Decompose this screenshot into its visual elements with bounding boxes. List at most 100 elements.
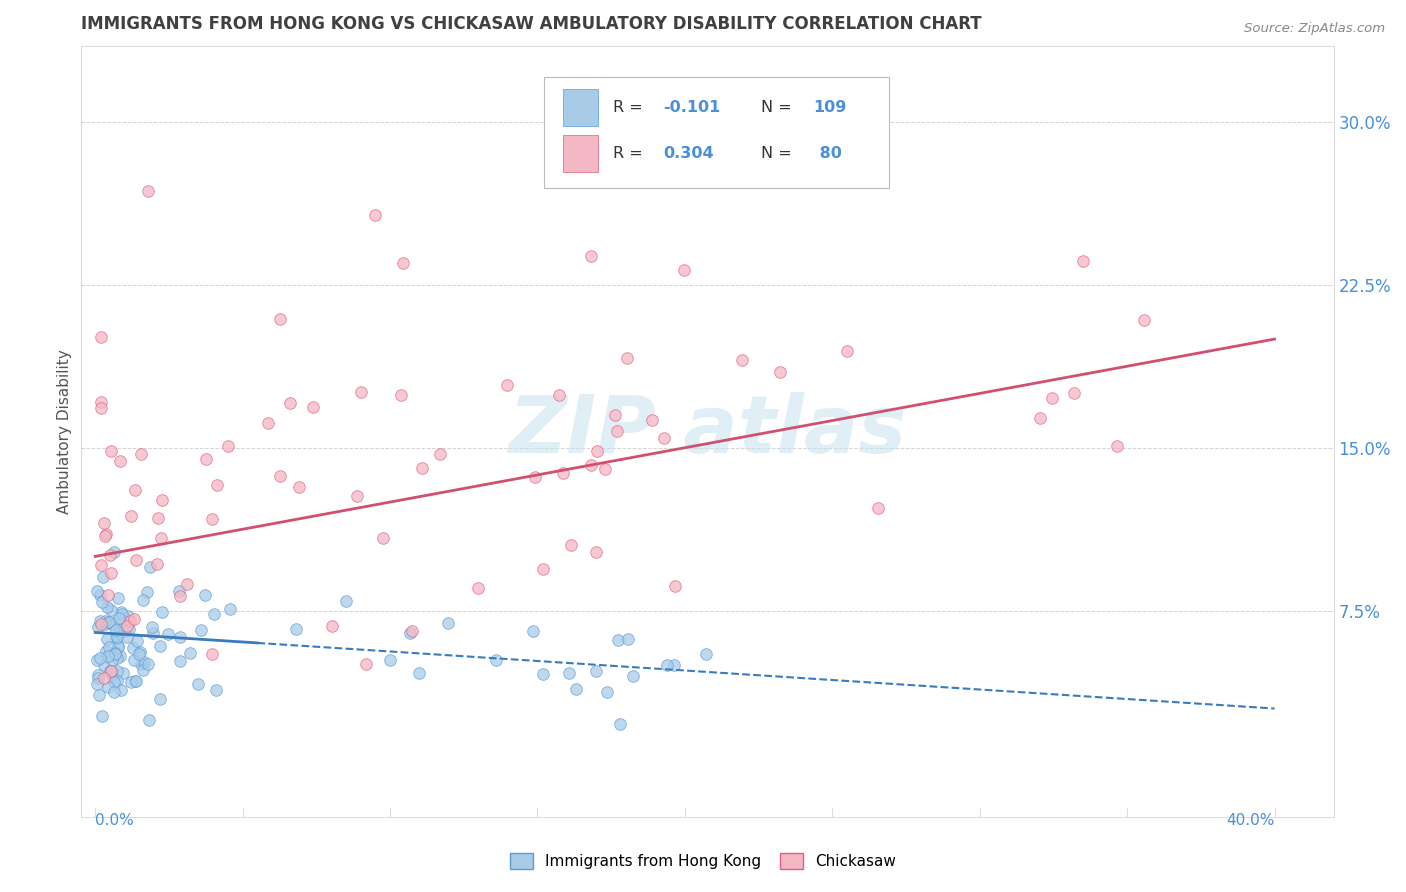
Point bbox=[110, 682, 132, 697]
Point bbox=[205, 683, 228, 698]
Point bbox=[98, 548, 121, 562]
Point bbox=[100, 664, 122, 678]
Point bbox=[105, 674, 128, 689]
Point bbox=[585, 545, 607, 559]
Point bbox=[129, 447, 152, 461]
Point bbox=[93, 657, 115, 672]
Point bbox=[100, 443, 122, 458]
Point bbox=[551, 466, 574, 480]
Point bbox=[664, 579, 686, 593]
Text: N =: N = bbox=[761, 100, 797, 115]
Point bbox=[87, 668, 110, 682]
Point bbox=[156, 627, 179, 641]
Text: R =: R = bbox=[613, 146, 648, 161]
Point bbox=[98, 615, 121, 629]
Point bbox=[169, 589, 191, 603]
Point bbox=[120, 614, 142, 628]
Point bbox=[112, 665, 135, 680]
Point bbox=[205, 478, 228, 492]
Point bbox=[93, 516, 115, 530]
Point bbox=[558, 665, 581, 680]
Point bbox=[129, 657, 152, 671]
Point bbox=[107, 591, 129, 606]
Point bbox=[392, 256, 415, 270]
Point bbox=[378, 653, 401, 667]
Point bbox=[200, 647, 222, 661]
Point bbox=[103, 544, 125, 558]
Point bbox=[169, 654, 191, 668]
Point bbox=[115, 619, 138, 633]
Point bbox=[662, 657, 685, 672]
Point bbox=[136, 657, 159, 671]
Point bbox=[269, 311, 291, 326]
Point bbox=[108, 611, 131, 625]
Point bbox=[321, 619, 343, 633]
Point bbox=[150, 605, 173, 619]
Point bbox=[673, 263, 696, 277]
Point bbox=[202, 607, 225, 621]
Point bbox=[110, 605, 132, 619]
Point bbox=[89, 588, 111, 602]
Point bbox=[104, 631, 127, 645]
Point bbox=[136, 184, 159, 198]
Point bbox=[695, 647, 717, 661]
Point bbox=[595, 684, 617, 698]
Point bbox=[132, 663, 155, 677]
Point bbox=[107, 640, 129, 655]
Point bbox=[586, 444, 609, 458]
Point bbox=[97, 588, 120, 602]
Point bbox=[194, 588, 217, 602]
Point bbox=[190, 623, 212, 637]
Point bbox=[110, 607, 132, 621]
FancyBboxPatch shape bbox=[544, 77, 889, 188]
Point bbox=[90, 401, 112, 415]
Point bbox=[1029, 411, 1052, 425]
Point bbox=[411, 461, 433, 475]
Point bbox=[129, 645, 152, 659]
Point bbox=[124, 612, 146, 626]
Point bbox=[179, 646, 201, 660]
Point bbox=[149, 692, 172, 706]
Point bbox=[122, 640, 145, 655]
Point bbox=[408, 666, 430, 681]
Point bbox=[97, 615, 120, 629]
Point bbox=[111, 621, 134, 635]
Point bbox=[585, 664, 607, 678]
Text: Source: ZipAtlas.com: Source: ZipAtlas.com bbox=[1244, 22, 1385, 36]
Point bbox=[371, 532, 394, 546]
Point bbox=[607, 632, 630, 647]
Point bbox=[593, 462, 616, 476]
Point bbox=[655, 657, 678, 672]
Point bbox=[1105, 438, 1128, 452]
Text: -0.101: -0.101 bbox=[664, 100, 720, 115]
Point bbox=[103, 685, 125, 699]
Point bbox=[118, 622, 141, 636]
Point bbox=[731, 353, 754, 368]
Point bbox=[560, 538, 582, 552]
Point bbox=[301, 400, 323, 414]
Point bbox=[87, 689, 110, 703]
Point bbox=[141, 620, 163, 634]
Point bbox=[104, 646, 127, 660]
Point bbox=[115, 630, 138, 644]
Point bbox=[105, 650, 128, 665]
Point bbox=[524, 469, 547, 483]
Point bbox=[605, 408, 627, 422]
Point bbox=[96, 644, 118, 658]
Point bbox=[167, 583, 190, 598]
Point bbox=[120, 675, 142, 690]
Point bbox=[769, 365, 792, 379]
Point bbox=[609, 717, 631, 731]
Point bbox=[125, 553, 148, 567]
Text: 40.0%: 40.0% bbox=[1226, 813, 1275, 828]
Point bbox=[1063, 385, 1085, 400]
Point bbox=[621, 669, 644, 683]
Point bbox=[187, 677, 209, 691]
Point bbox=[139, 559, 162, 574]
Point bbox=[128, 647, 150, 661]
Point bbox=[496, 378, 519, 392]
Point bbox=[429, 446, 451, 460]
Text: IMMIGRANTS FROM HONG KONG VS CHICKASAW AMBULATORY DISABILITY CORRELATION CHART: IMMIGRANTS FROM HONG KONG VS CHICKASAW A… bbox=[80, 15, 981, 33]
Point bbox=[93, 671, 115, 685]
Point bbox=[86, 584, 108, 599]
